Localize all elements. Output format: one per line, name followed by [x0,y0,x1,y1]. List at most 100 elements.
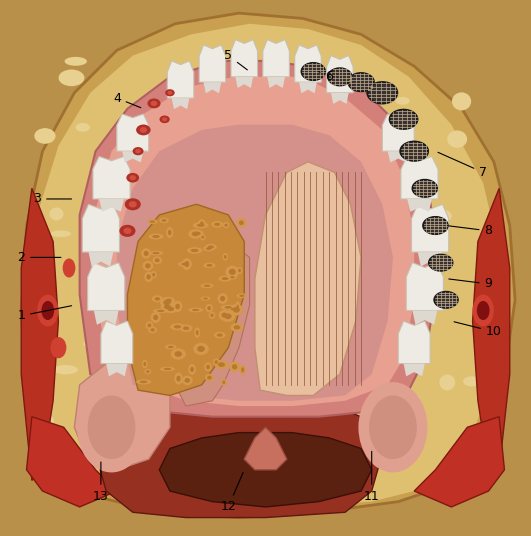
Polygon shape [96,396,382,518]
Ellipse shape [155,297,160,301]
Ellipse shape [49,207,64,220]
Ellipse shape [422,216,449,235]
Ellipse shape [347,72,375,92]
Ellipse shape [145,263,151,269]
Ellipse shape [170,348,186,360]
Ellipse shape [193,343,209,355]
Ellipse shape [160,297,173,308]
Polygon shape [401,157,438,199]
Polygon shape [327,56,353,93]
Text: 6: 6 [319,70,333,83]
Ellipse shape [261,388,281,397]
Ellipse shape [151,101,157,106]
Polygon shape [244,427,287,470]
Ellipse shape [37,295,58,326]
Ellipse shape [228,307,238,312]
Ellipse shape [141,248,151,259]
Ellipse shape [149,251,163,255]
Ellipse shape [148,323,151,327]
Ellipse shape [144,272,153,282]
Ellipse shape [230,308,236,310]
Ellipse shape [408,394,419,403]
Ellipse shape [358,382,427,472]
Ellipse shape [196,330,199,336]
Ellipse shape [152,256,162,264]
Text: 5: 5 [224,49,247,70]
Ellipse shape [212,359,220,366]
Ellipse shape [38,264,54,273]
Ellipse shape [170,342,192,356]
Ellipse shape [236,218,246,227]
Ellipse shape [230,323,244,332]
Polygon shape [382,114,414,151]
Ellipse shape [78,400,87,411]
Ellipse shape [205,244,217,250]
Ellipse shape [168,346,174,348]
Ellipse shape [129,201,137,207]
Ellipse shape [234,325,240,330]
Ellipse shape [182,263,189,265]
Ellipse shape [240,143,252,155]
Ellipse shape [50,337,66,358]
Polygon shape [21,188,58,480]
Ellipse shape [192,230,203,237]
Ellipse shape [199,70,220,84]
Polygon shape [388,151,409,162]
Polygon shape [331,93,349,104]
Ellipse shape [144,369,151,374]
Ellipse shape [207,376,212,379]
Ellipse shape [182,433,207,450]
Ellipse shape [35,128,56,144]
Polygon shape [101,321,133,363]
Polygon shape [170,241,250,406]
Ellipse shape [439,375,455,390]
Ellipse shape [157,310,165,312]
Polygon shape [414,416,504,507]
Ellipse shape [220,296,225,301]
Ellipse shape [145,322,153,330]
Text: 10: 10 [454,322,502,338]
Ellipse shape [237,267,243,274]
Ellipse shape [63,258,75,278]
Polygon shape [89,252,113,266]
Ellipse shape [162,117,167,121]
Ellipse shape [160,468,179,481]
Ellipse shape [430,255,451,270]
Text: 2: 2 [18,251,61,264]
Ellipse shape [183,326,189,330]
Ellipse shape [225,224,228,227]
Polygon shape [167,61,194,98]
Ellipse shape [215,360,228,369]
Polygon shape [74,363,170,470]
Polygon shape [295,45,321,82]
Polygon shape [21,13,515,518]
Ellipse shape [170,323,185,330]
Polygon shape [117,125,393,401]
Ellipse shape [239,295,245,297]
Polygon shape [413,310,437,325]
Text: 9: 9 [449,278,492,291]
Ellipse shape [148,99,160,108]
Ellipse shape [174,325,181,329]
Ellipse shape [391,110,416,128]
Ellipse shape [369,83,396,103]
Ellipse shape [64,57,87,66]
Ellipse shape [204,362,212,371]
Polygon shape [404,363,425,376]
Ellipse shape [158,476,178,485]
Ellipse shape [323,445,335,463]
Ellipse shape [140,127,147,133]
Ellipse shape [389,109,418,130]
Ellipse shape [224,255,227,259]
Ellipse shape [327,68,353,86]
Ellipse shape [271,301,280,309]
Ellipse shape [214,332,225,338]
Ellipse shape [119,225,135,237]
Polygon shape [199,45,226,82]
Ellipse shape [168,307,174,311]
Ellipse shape [203,245,214,251]
Ellipse shape [146,197,169,210]
Ellipse shape [229,269,236,275]
Polygon shape [82,204,119,252]
Ellipse shape [201,284,214,288]
